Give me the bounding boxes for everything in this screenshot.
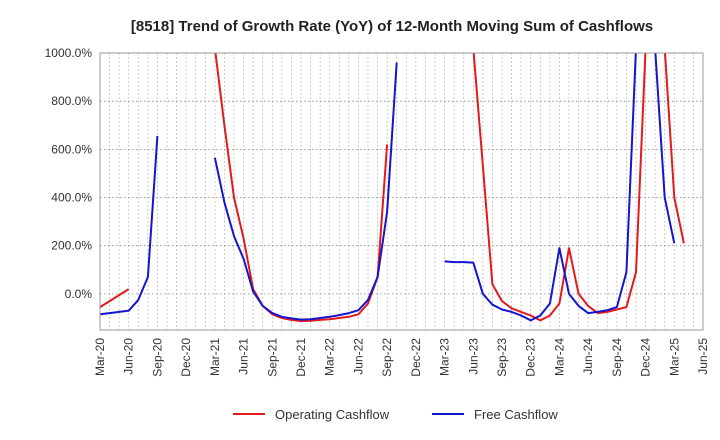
x-tick-label: Sep-22	[380, 338, 394, 377]
x-tick-label: Jun-23	[466, 338, 480, 375]
x-tick-label: Mar-24	[552, 338, 566, 376]
y-tick-label: 200.0%	[51, 239, 92, 253]
legend-label-free-cashflow[interactable]: Free Cashflow	[474, 407, 558, 422]
series-line-free-cashflow	[100, 136, 159, 316]
x-axis: Mar-20 Jun-20 Sep-20 Dec-20 Mar-21 Jun-21 Sep-…	[93, 338, 710, 377]
x-tick-label: Jun-25	[696, 338, 710, 375]
x-tick-label: Mar-23	[438, 338, 452, 376]
grid-layer	[99, 52, 704, 330]
series-line-operating-cashflow	[214, 53, 389, 323]
x-tick-label: Mar-20	[93, 338, 107, 376]
x-tick-label: Dec-20	[179, 338, 193, 377]
x-tick-label: Sep-20	[150, 338, 164, 377]
series-line-free-cashflow	[213, 62, 398, 321]
x-tick-label: Jun-22	[351, 338, 365, 375]
x-tick-label: Jun-20	[122, 338, 136, 375]
x-tick-label: Dec-23	[524, 338, 538, 377]
series-line-operating-cashflow	[472, 53, 647, 322]
x-tick-label: Mar-21	[208, 338, 222, 376]
chart-title: [8518] Trend of Growth Rate (YoY) of 12-…	[131, 18, 653, 35]
x-tick-label: Dec-21	[294, 338, 308, 377]
x-tick-label: Sep-24	[610, 338, 624, 377]
x-tick-label: Jun-21	[237, 338, 251, 375]
legend-label-operating-cashflow[interactable]: Operating Cashflow	[275, 407, 390, 422]
series-line-free-cashflow	[654, 53, 676, 244]
x-tick-label: Sep-21	[265, 338, 279, 377]
series-line-free-cashflow	[444, 53, 637, 322]
x-tick-label: Dec-22	[409, 338, 423, 377]
y-tick-label: 600.0%	[51, 142, 92, 156]
legend: Operating Cashflow Free Cashflow	[233, 407, 558, 422]
x-tick-label: Dec-24	[639, 338, 653, 377]
series-line-operating-cashflow	[664, 53, 685, 244]
plot-frame	[99, 52, 704, 331]
x-tick-label: Mar-25	[667, 338, 681, 376]
y-tick-label: 0.0%	[65, 287, 93, 301]
y-tick-label: 800.0%	[51, 94, 92, 108]
series-line-operating-cashflow	[100, 288, 130, 308]
y-tick-label: 400.0%	[51, 191, 92, 205]
x-tick-label: Jun-24	[581, 338, 595, 375]
y-tick-label: 1000.0%	[45, 46, 93, 60]
series-layer	[100, 53, 685, 323]
x-tick-label: Mar-22	[323, 338, 337, 376]
x-tick-label: Sep-23	[495, 338, 509, 377]
y-axis: 0.0% 200.0% 400.0% 600.0% 800.0% 1000.0%	[45, 46, 93, 301]
